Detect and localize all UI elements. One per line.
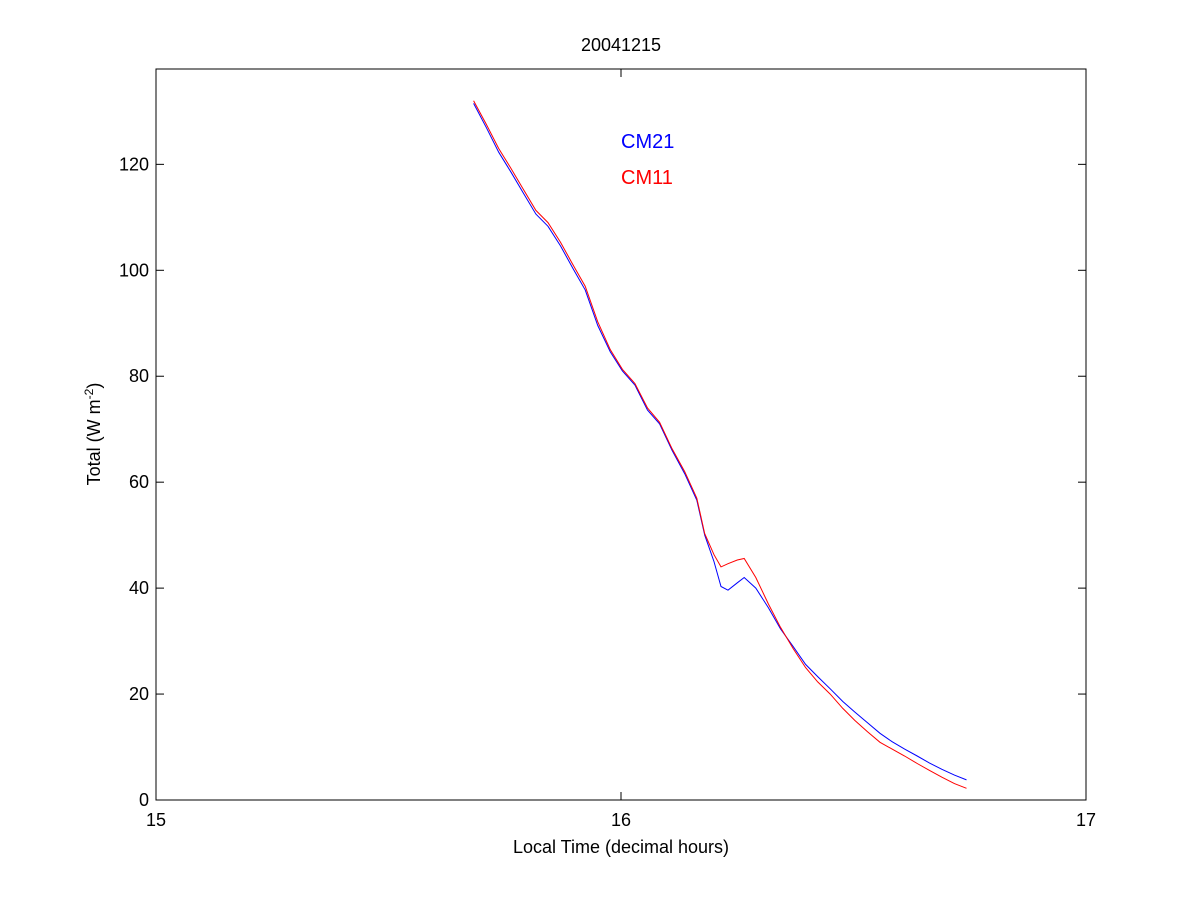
y-tick-label: 100 <box>119 260 149 280</box>
y-tick-label: 60 <box>129 472 149 492</box>
legend-entry-cm11: CM11 <box>621 167 673 189</box>
x-tick-label: 17 <box>1076 810 1096 830</box>
chart-title: 20041215 <box>581 35 661 55</box>
plot-area-frame <box>155 68 1087 801</box>
y-tick-label: 120 <box>119 154 149 174</box>
y-tick-label: 0 <box>139 790 149 810</box>
legend: CM21 CM11 <box>621 131 674 189</box>
y-axis-label: Total (W m-2) <box>82 383 104 486</box>
x-axis-label: Local Time (decimal hours) <box>513 837 729 857</box>
series-line-cm21 <box>473 103 967 781</box>
series-layer <box>473 100 967 789</box>
y-axis-label-main: Total (W m <box>84 399 104 485</box>
y-tick-label: 40 <box>129 578 149 598</box>
tick-layer: 15 16 17 0 20 40 60 80 100 120 <box>119 69 1096 830</box>
y-tick-label: 20 <box>129 684 149 704</box>
y-axis-label-end: ) <box>84 383 104 389</box>
legend-entry-cm21: CM21 <box>621 131 674 153</box>
x-tick-label: 15 <box>146 810 166 830</box>
x-tick-label: 16 <box>611 810 631 830</box>
series-line-cm11 <box>473 100 967 789</box>
y-axis-label-superscript: -2 <box>82 388 96 399</box>
y-tick-label: 80 <box>129 366 149 386</box>
